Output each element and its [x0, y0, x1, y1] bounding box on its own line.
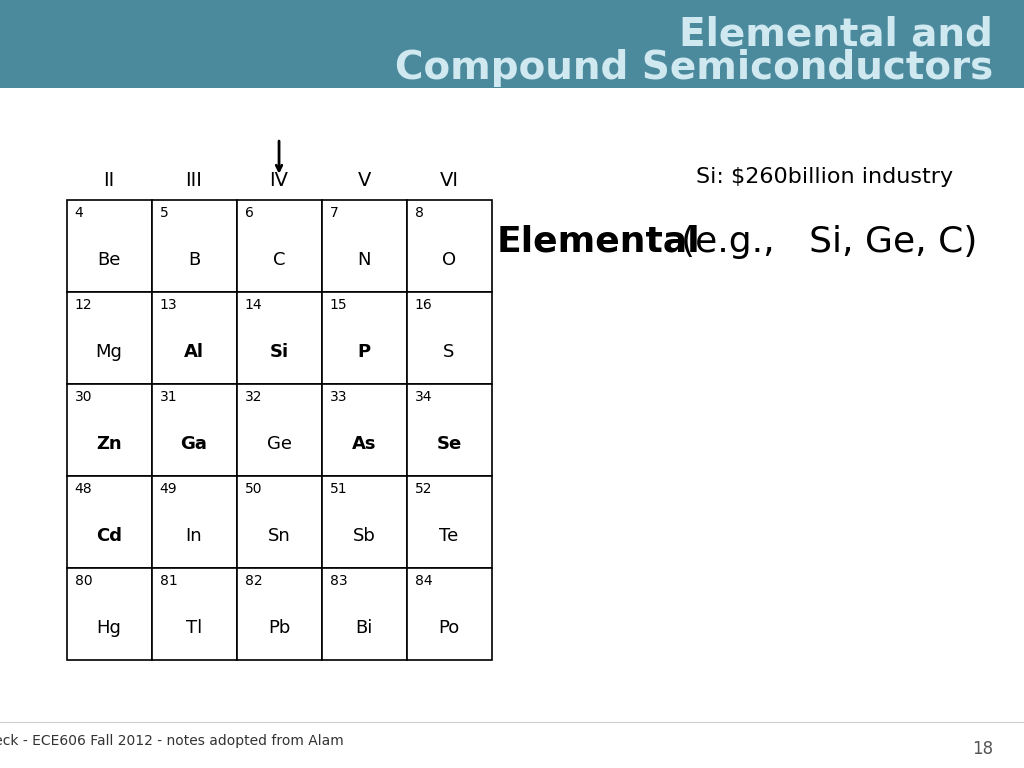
Text: Ge: Ge — [266, 435, 292, 453]
Text: Elemental and: Elemental and — [679, 15, 993, 54]
Bar — [322, 384, 407, 476]
Text: 52: 52 — [415, 482, 432, 496]
Bar — [407, 476, 492, 568]
Text: As: As — [352, 435, 376, 453]
Text: (e.g.,   Si, Ge, C): (e.g., Si, Ge, C) — [681, 225, 977, 259]
Text: O: O — [442, 250, 456, 269]
Text: 14: 14 — [245, 298, 262, 312]
Text: Tl: Tl — [186, 619, 202, 637]
Bar — [407, 568, 492, 660]
Text: 51: 51 — [330, 482, 347, 496]
Text: S: S — [443, 343, 455, 361]
Bar — [67, 568, 152, 660]
Text: 81: 81 — [160, 574, 177, 588]
Text: In: In — [185, 527, 203, 545]
Text: VI: VI — [439, 171, 459, 190]
Text: Cd: Cd — [96, 527, 122, 545]
Text: 34: 34 — [415, 390, 432, 404]
Text: II: II — [103, 171, 115, 190]
Text: Compound Semiconductors: Compound Semiconductors — [395, 48, 993, 87]
Text: 6: 6 — [245, 206, 254, 220]
Text: Si: $260billion industry: Si: $260billion industry — [696, 167, 953, 187]
Bar — [322, 476, 407, 568]
Bar — [237, 384, 322, 476]
Text: Al: Al — [184, 343, 204, 361]
Text: 16: 16 — [415, 298, 432, 312]
Text: P: P — [357, 343, 371, 361]
Text: 15: 15 — [330, 298, 347, 312]
Bar — [67, 200, 152, 292]
Text: 31: 31 — [160, 390, 177, 404]
Text: 84: 84 — [415, 574, 432, 588]
Bar — [152, 200, 237, 292]
Text: Si: Si — [269, 343, 289, 361]
Text: B: B — [188, 250, 200, 269]
Text: III: III — [185, 171, 203, 190]
Text: Hg: Hg — [96, 619, 122, 637]
Text: Zn: Zn — [96, 435, 122, 453]
Text: 7: 7 — [330, 206, 339, 220]
Bar — [67, 292, 152, 384]
Bar — [322, 292, 407, 384]
Bar — [67, 476, 152, 568]
Text: Ga: Ga — [180, 435, 208, 453]
Text: N: N — [357, 250, 371, 269]
Bar — [152, 476, 237, 568]
Bar — [407, 292, 492, 384]
Text: Pb: Pb — [268, 619, 290, 637]
Bar — [237, 292, 322, 384]
Text: 12: 12 — [75, 298, 92, 312]
Bar — [407, 384, 492, 476]
Text: 80: 80 — [75, 574, 92, 588]
Text: Se: Se — [436, 435, 462, 453]
Text: Sn: Sn — [267, 527, 291, 545]
Bar — [152, 384, 237, 476]
Text: 33: 33 — [330, 390, 347, 404]
Text: Te: Te — [439, 527, 459, 545]
Bar — [322, 568, 407, 660]
Text: 4: 4 — [75, 206, 84, 220]
Text: Bi: Bi — [355, 619, 373, 637]
Bar — [67, 384, 152, 476]
Bar — [237, 200, 322, 292]
Text: Po: Po — [438, 619, 460, 637]
Text: Mg: Mg — [95, 343, 123, 361]
Text: 30: 30 — [75, 390, 92, 404]
Bar — [407, 200, 492, 292]
Text: 5: 5 — [160, 206, 169, 220]
Bar — [152, 292, 237, 384]
Text: C: C — [272, 250, 286, 269]
Text: Klimeck - ECE606 Fall 2012 - notes adopted from Alam: Klimeck - ECE606 Fall 2012 - notes adopt… — [0, 734, 343, 748]
Text: 48: 48 — [75, 482, 92, 496]
Text: Sb: Sb — [352, 527, 376, 545]
Bar — [237, 568, 322, 660]
Text: V: V — [357, 171, 371, 190]
Text: 32: 32 — [245, 390, 262, 404]
Text: 83: 83 — [330, 574, 347, 588]
Bar — [237, 476, 322, 568]
Text: IV: IV — [269, 171, 289, 190]
Text: Be: Be — [97, 250, 121, 269]
Text: 82: 82 — [245, 574, 262, 588]
Text: Elemental: Elemental — [497, 225, 700, 259]
Text: 49: 49 — [160, 482, 177, 496]
Text: 8: 8 — [415, 206, 424, 220]
Text: 50: 50 — [245, 482, 262, 496]
FancyBboxPatch shape — [0, 0, 1024, 88]
Text: 18: 18 — [972, 740, 993, 758]
Text: 13: 13 — [160, 298, 177, 312]
Bar — [152, 568, 237, 660]
Bar — [322, 200, 407, 292]
